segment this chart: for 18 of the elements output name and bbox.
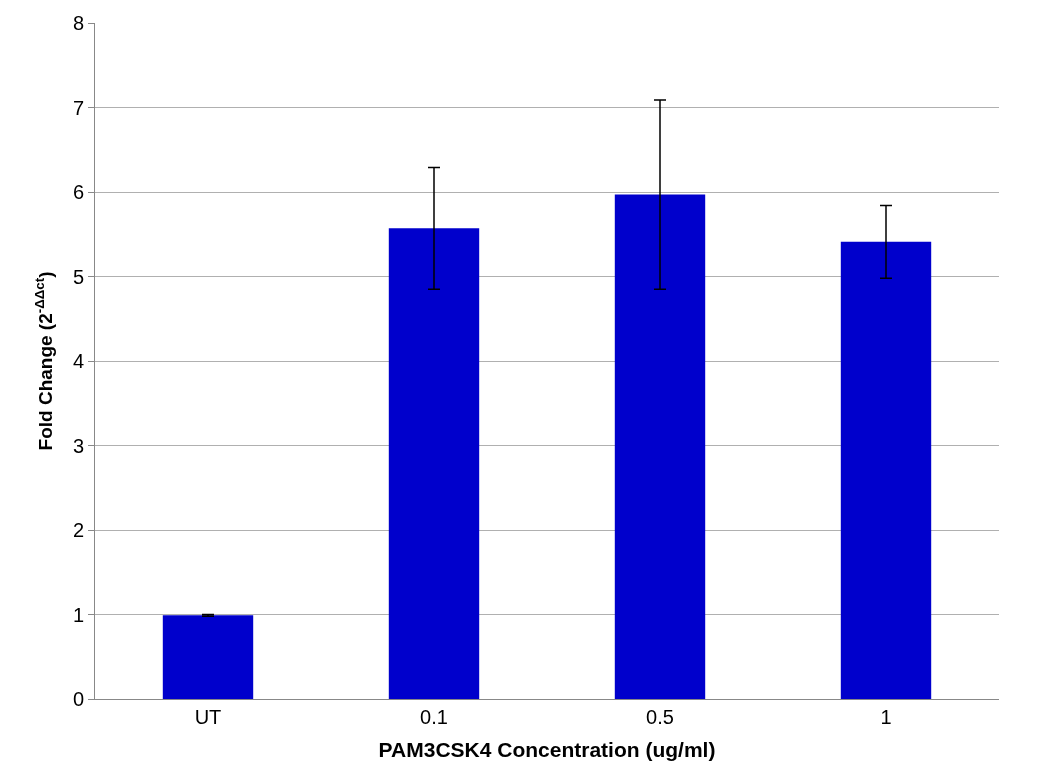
bar [388, 228, 480, 699]
y-tick-label: 6 [72, 181, 84, 203]
x-tick-label: UT [194, 706, 222, 728]
y-tick-label: 7 [72, 96, 84, 119]
x-tick-label: 1 [880, 706, 892, 728]
bar [840, 241, 932, 699]
y-tick-label: 3 [72, 434, 84, 457]
bar [162, 615, 254, 699]
y-tick-label: 1 [72, 603, 84, 626]
y-tick-label: 4 [72, 350, 84, 372]
y-tick-label: 8 [72, 12, 84, 34]
y-tick-label: 0 [72, 688, 84, 710]
x-tick-label: 0.1 [420, 706, 448, 728]
bar [614, 194, 706, 699]
x-tick-label: 0.5 [646, 706, 674, 728]
y-tick-label: 5 [72, 265, 84, 288]
y-tick-label: 2 [72, 519, 84, 541]
x-axis-title: PAM3CSK4 Concentration (ug/ml) [378, 738, 716, 762]
